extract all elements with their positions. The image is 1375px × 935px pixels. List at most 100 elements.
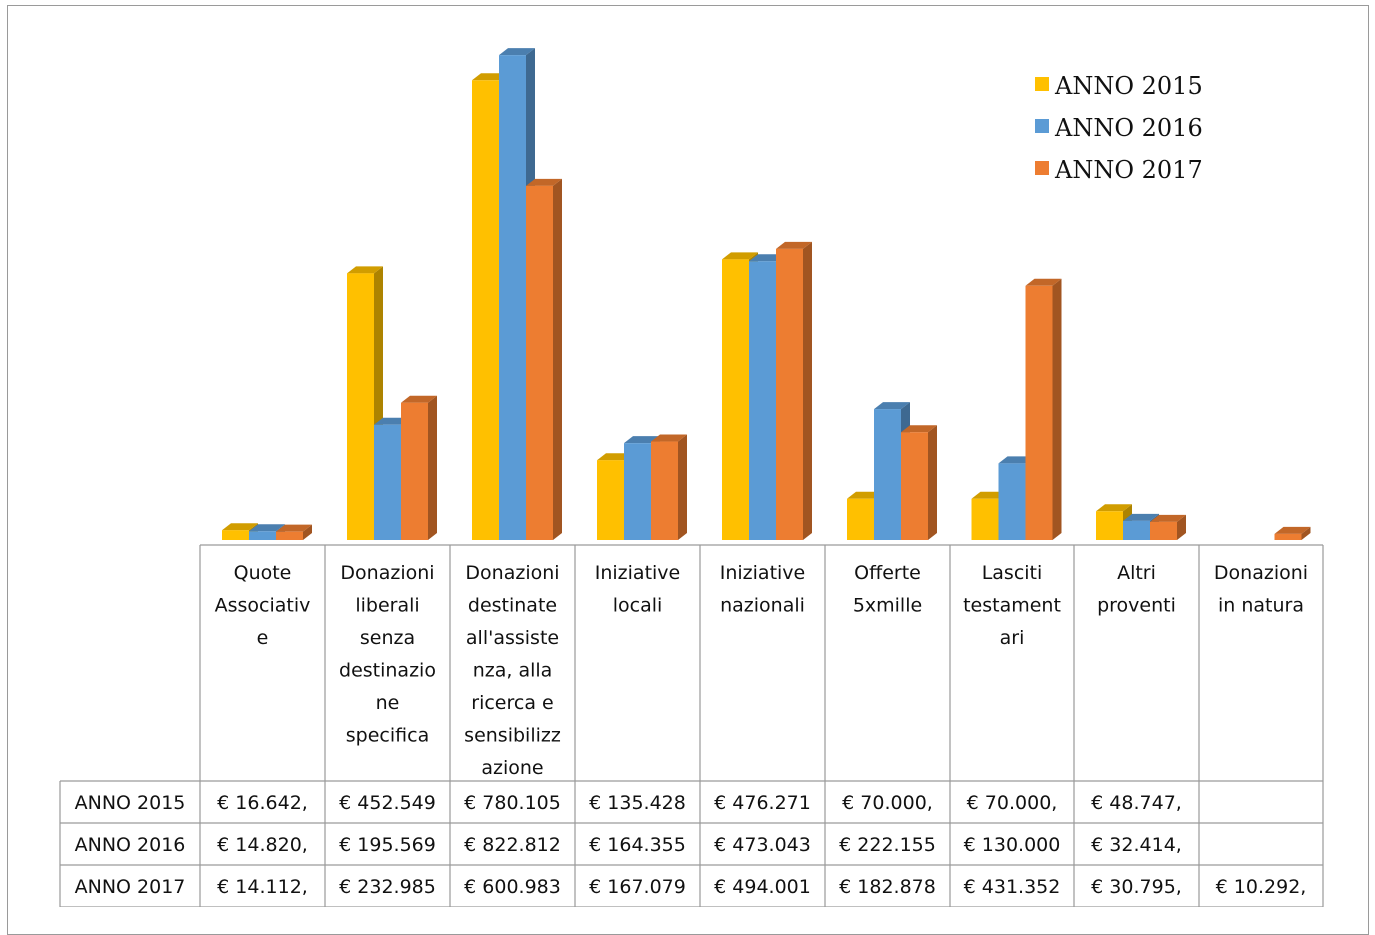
category-label-line: 5xmille bbox=[853, 595, 922, 617]
table-cell-0-3: € 135.428 bbox=[589, 792, 686, 814]
bar-side bbox=[1177, 514, 1186, 540]
category-label-line: Associativ bbox=[215, 595, 311, 617]
table-cell-1-7: € 32.414, bbox=[1091, 834, 1182, 856]
category-label-line: Quote bbox=[234, 562, 292, 584]
legend: ANNO 2015 ANNO 2016 ANNO 2017 bbox=[1035, 72, 1203, 184]
bar-top bbox=[901, 425, 937, 433]
bar-front bbox=[874, 409, 901, 540]
bars-layer bbox=[222, 48, 1311, 541]
category-label-line: destinazio bbox=[339, 660, 436, 682]
bar-front bbox=[526, 185, 553, 540]
category-label-line: Donazioni bbox=[465, 562, 559, 584]
table-cell-2-7: € 30.795, bbox=[1091, 876, 1182, 898]
category-label-line: sensibilizz bbox=[464, 725, 561, 747]
category-label-3: Iniziative locali bbox=[595, 562, 680, 617]
bar-top bbox=[222, 523, 258, 531]
table-cell-2-8: € 10.292, bbox=[1216, 876, 1307, 898]
table-cell-1-5: € 222.155 bbox=[839, 834, 936, 856]
category-label-1: Donazioni liberali senza destinazio ne specif… bbox=[339, 562, 436, 747]
category-label-8: Donazioni in natura bbox=[1214, 562, 1308, 617]
bar-anno-2017-1 bbox=[401, 395, 437, 540]
bar-top bbox=[276, 524, 312, 532]
bar-top bbox=[722, 252, 758, 260]
category-label-line: all'assiste bbox=[466, 627, 559, 649]
category-label-line: Altri bbox=[1117, 562, 1156, 584]
bar-front bbox=[276, 531, 303, 540]
legend-item-2: ANNO 2017 bbox=[1035, 156, 1203, 184]
category-label-line: testament bbox=[963, 595, 1061, 617]
category-label-2: Donazioni destinate all'assiste nza, alla ri… bbox=[464, 562, 561, 779]
category-label-line: nazionali bbox=[720, 595, 805, 617]
bar-anno-2017-0 bbox=[276, 524, 312, 540]
category-label-line: destinate bbox=[468, 595, 557, 617]
legend-swatch bbox=[1035, 77, 1049, 91]
category-label-0: Quote Associativ e bbox=[215, 562, 311, 649]
category-label-6: Lasciti testament ari bbox=[963, 562, 1061, 649]
category-label-7: Altri proventi bbox=[1097, 562, 1176, 617]
category-label-line: ne bbox=[376, 692, 400, 714]
bar-anno-2017-7 bbox=[1150, 514, 1186, 540]
bar-side bbox=[678, 434, 687, 540]
bar-front bbox=[722, 259, 749, 540]
table-cell-2-2: € 600.983 bbox=[464, 876, 561, 898]
bar-anno-2017-6 bbox=[1025, 278, 1062, 540]
table-cell-1-0: € 14.820, bbox=[217, 834, 308, 856]
table-cell-2-0: € 14.112, bbox=[217, 876, 308, 898]
table-cell-0-4: € 476.271 bbox=[714, 792, 811, 814]
bar-top bbox=[1150, 514, 1186, 522]
bar-front bbox=[651, 441, 678, 540]
bar-front bbox=[222, 530, 249, 540]
legend-label: ANNO 2015 bbox=[1054, 72, 1203, 100]
category-label-line: azione bbox=[481, 757, 543, 779]
category-label-line: senza bbox=[360, 627, 415, 649]
table-cell-1-1: € 195.569 bbox=[339, 834, 436, 856]
category-label-line: Offerte bbox=[854, 562, 921, 584]
bar-front bbox=[374, 424, 401, 540]
bar-front bbox=[776, 248, 803, 540]
category-label-line: Iniziative bbox=[595, 562, 680, 584]
row-label-0: ANNO 2015 bbox=[75, 792, 186, 814]
table-cell-0-7: € 48.747, bbox=[1091, 792, 1182, 814]
table-cell-2-6: € 431.352 bbox=[964, 876, 1061, 898]
bar-side bbox=[428, 395, 437, 540]
bar-anno-2017-8 bbox=[1274, 526, 1311, 540]
table-cell-1-4: € 473.043 bbox=[714, 834, 811, 856]
legend-swatch bbox=[1035, 119, 1049, 133]
bar-side bbox=[803, 241, 812, 540]
table-cell-2-3: € 167.079 bbox=[589, 876, 686, 898]
bar-front bbox=[971, 498, 999, 540]
table-cell-2-1: € 232.985 bbox=[339, 876, 436, 898]
bar-top bbox=[1096, 504, 1132, 512]
bar-front bbox=[1123, 520, 1150, 540]
bar-top bbox=[499, 48, 535, 56]
bar-side bbox=[303, 524, 312, 540]
bar-front bbox=[499, 55, 526, 541]
legend-label: ANNO 2016 bbox=[1054, 114, 1203, 142]
category-label-line: specifica bbox=[346, 725, 429, 747]
bar-front bbox=[472, 80, 499, 541]
bar-top bbox=[249, 524, 285, 532]
bar-side bbox=[553, 178, 562, 540]
bar-top bbox=[1123, 513, 1159, 521]
bar-side bbox=[1052, 278, 1062, 540]
bar-top bbox=[624, 436, 660, 444]
bar-top bbox=[874, 402, 910, 410]
bar-front bbox=[347, 273, 374, 540]
bar-front bbox=[624, 443, 651, 540]
category-label-line: ari bbox=[1000, 627, 1025, 649]
category-label-line: liberali bbox=[355, 595, 419, 617]
bar-front bbox=[597, 460, 624, 540]
category-label-line: Donazioni bbox=[340, 562, 434, 584]
bar-front bbox=[1096, 511, 1123, 540]
category-label-line: Lasciti bbox=[982, 562, 1043, 584]
bar-top bbox=[651, 434, 687, 442]
legend-item-0: ANNO 2015 bbox=[1035, 72, 1203, 100]
table-cell-0-1: € 452.549 bbox=[339, 792, 436, 814]
chart-frame bbox=[7, 5, 1369, 935]
category-label-line: locali bbox=[613, 595, 663, 617]
legend-swatch bbox=[1035, 161, 1049, 175]
category-label-5: Offerte 5xmille bbox=[853, 562, 922, 617]
table-cell-0-2: € 780.105 bbox=[464, 792, 561, 814]
table-cell-0-0: € 16.642, bbox=[217, 792, 308, 814]
legend-item-1: ANNO 2016 bbox=[1035, 114, 1203, 142]
